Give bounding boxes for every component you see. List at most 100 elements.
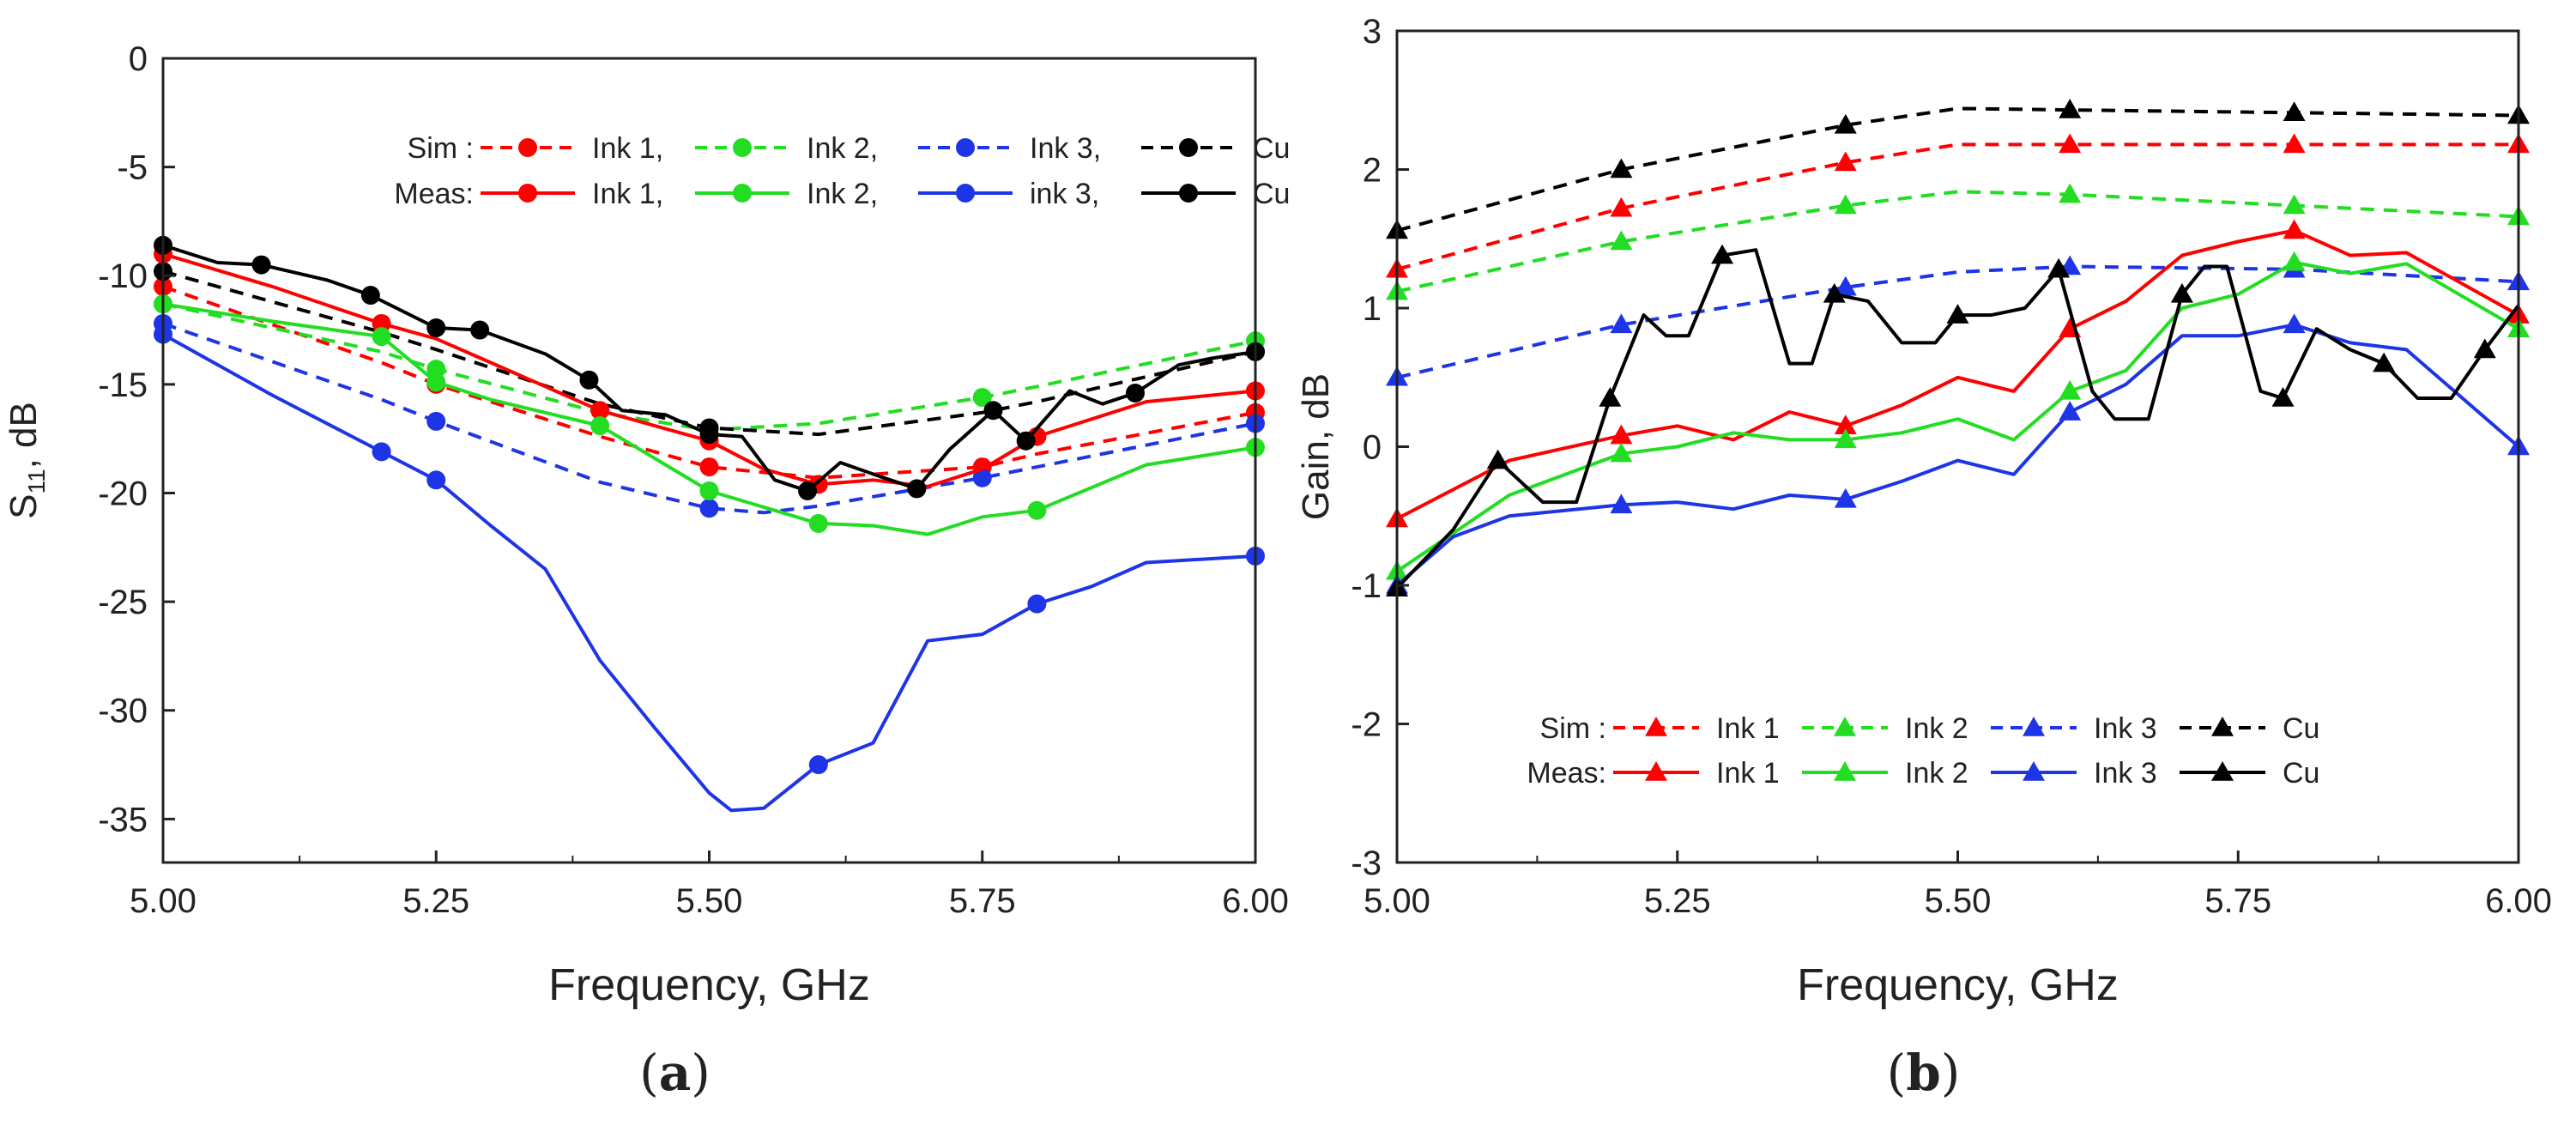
panel-a-chart: 5.00 5.25 5.50 5.75 6.00 0 -5 -10 -15 -20 -25 -30 -3… [3,40,1290,1102]
data-point [983,401,1003,421]
y-tick-label: 0 [1363,429,1382,467]
data-point [590,415,610,435]
series-line-a-meas-cu [162,243,1256,493]
data-point [2170,282,2193,303]
data-point [372,442,391,462]
series-line-a-sim-ink-2 [162,302,1256,432]
panel-label-letter: a [659,1044,692,1102]
data-point [1610,230,1633,251]
series-line-b-meas-ink-2 [1395,260,2520,573]
y-tick-label: -25 [98,584,148,621]
data-point [360,286,380,306]
data-point [972,468,992,487]
legend-label: Ink 2, [807,178,878,210]
legend-label: Cu [2283,757,2319,790]
series-line-b-sim-cu [1396,106,2519,233]
data-point [470,320,490,340]
x-tick-label: 5.00 [130,882,197,920]
data-point [1125,383,1145,403]
data-point [699,457,719,477]
legend-marker [2023,717,2045,736]
x-tick-label: 5.25 [1644,882,1711,920]
panel-label: (a) [639,1044,711,1102]
y-axis-label: S11, dB [3,402,50,519]
legend-marker [2211,717,2234,736]
y-axis-label-unit: , dB [3,402,45,469]
data-point [2047,257,2071,278]
legend-label: ink 3, [1030,178,1099,210]
data-point [1016,431,1036,451]
panel-label-letter: b [1906,1044,1941,1102]
legend-label: Ink 1, [592,132,663,165]
series-line-b-meas-ink-1 [1396,228,2519,521]
panel-label-close: ) [691,1044,711,1102]
data-point [426,318,446,338]
data-point [1610,197,1633,217]
data-point [1486,449,1509,469]
data-point [1610,493,1633,514]
x-tick-label: 6.00 [1222,882,1289,920]
legend-label: Ink 2 [1905,757,1968,790]
data-point [1834,113,1857,134]
y-axis-label-subscript: 11 [23,469,50,493]
series-line-b-sim-ink-2 [1396,190,2519,294]
x-tick-label: 5.50 [676,882,743,920]
legend-label: Ink 1 [1716,757,1780,790]
data-point [426,372,446,392]
data-point [699,425,719,445]
data-point [2283,101,2306,122]
data-point [426,470,446,490]
legend-marker [733,138,752,157]
y-tick-label: -15 [98,366,148,404]
panel-label-open: ( [639,1044,659,1102]
series-line-b-meas-ink-3 [1395,323,2520,587]
data-point [1610,442,1633,463]
legend-marker [956,184,975,203]
x-axis-label: Frequency, GHz [548,960,870,1010]
legend-marker [2211,761,2234,781]
data-point [1946,304,1969,324]
legend-marker [1645,717,1667,736]
data-point [907,479,927,499]
data-point [2473,338,2496,359]
legend-label: Cu [1253,178,1290,210]
data-point [1834,151,1857,172]
data-point [1834,428,1857,449]
legend-marker [1179,184,1198,203]
data-point [1834,275,1857,296]
data-point [1610,424,1633,445]
x-tick-label: 6.00 [2485,882,2552,920]
legend-prefix: Meas: [1527,757,1606,790]
x-axis-label: Frequency, GHz [1797,960,2119,1010]
data-point [2059,401,2082,421]
panel-label-close: ) [1941,1044,1961,1102]
series-line-a-sim-ink-3 [162,322,1256,515]
data-point [579,370,599,390]
legend-label: Cu [2283,712,2319,745]
legend: Sim : Ink 1, Ink 2, Ink 3, Cu Meas: Ink 1, Ink … [394,132,1290,210]
y-tick-label: 0 [129,40,148,78]
data-point [1610,158,1633,179]
data-point [251,255,271,275]
x-tick-label: 5.25 [402,882,469,920]
data-point [1834,487,1857,508]
series-line-a-sim-cu [162,269,1256,437]
data-point [2283,133,2306,154]
panel-b-chart: 5.00 5.25 5.50 5.75 6.00 3 2 1 0 -1 -2 -3 Frequency,… [1295,13,2552,1102]
data-point [2373,352,2396,372]
data-point [1027,594,1047,614]
y-tick-label: 2 [1363,152,1382,190]
data-point [1610,313,1633,334]
data-point [808,513,828,533]
data-point [590,401,610,421]
data-point [426,360,446,379]
data-point [1823,282,1846,303]
data-point [972,388,992,408]
series-line-a-meas-ink-3 [162,332,1256,813]
legend-marker [518,138,537,157]
series-line-a-meas-ink-1 [162,251,1256,488]
legend-marker [1179,138,1198,157]
data-point [2283,251,2306,271]
legend-label: Cu [1253,132,1290,165]
